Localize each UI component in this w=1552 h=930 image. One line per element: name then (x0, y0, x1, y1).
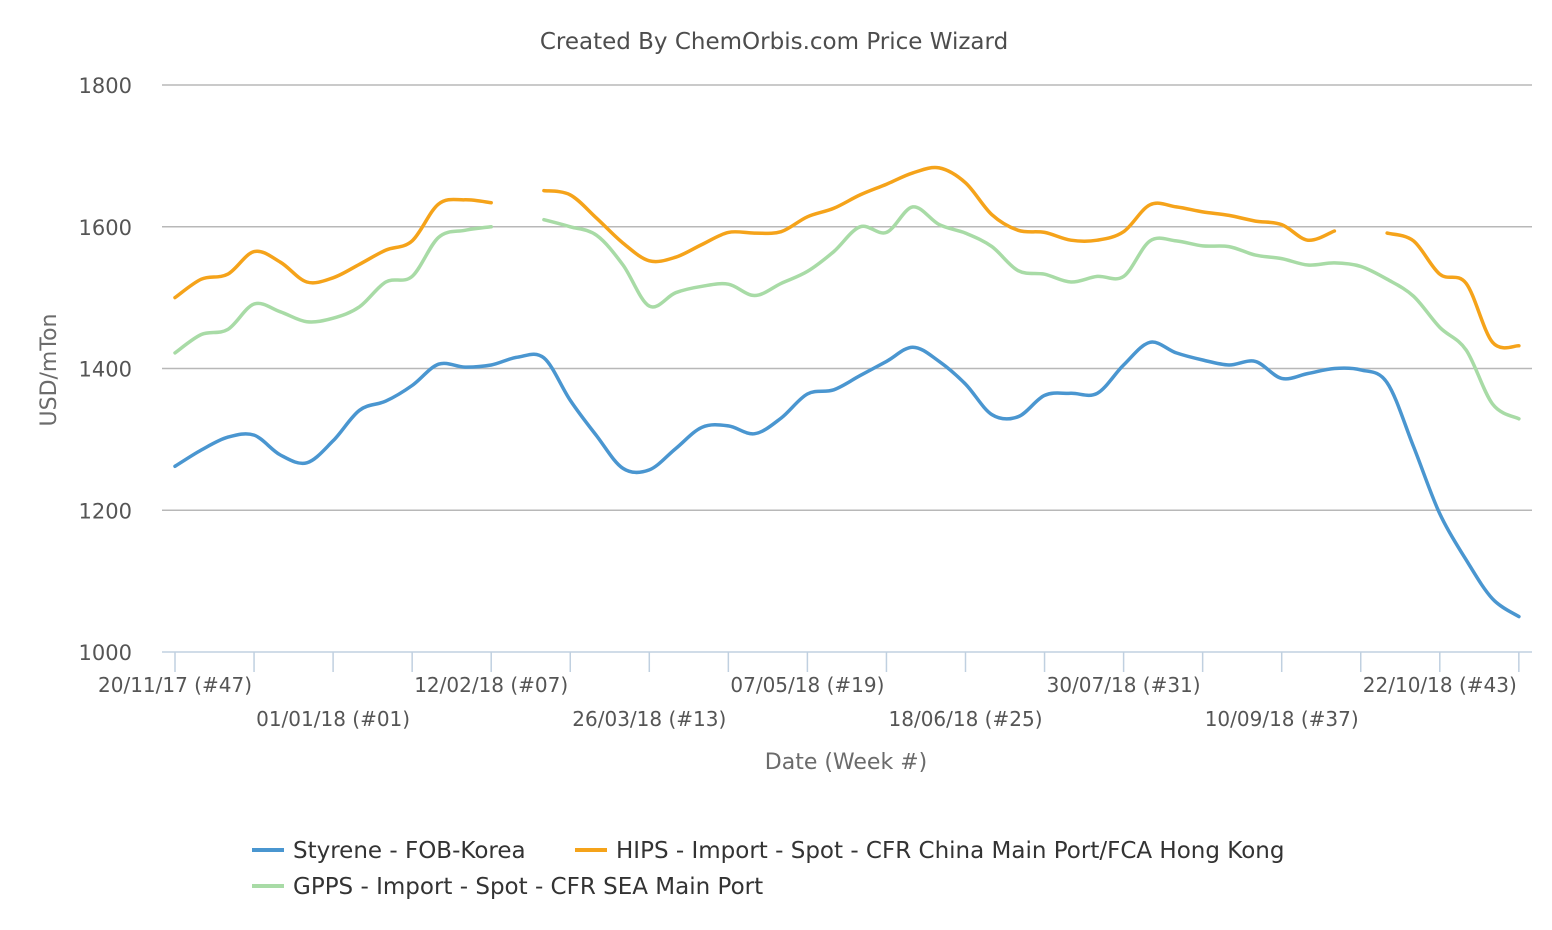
x-tick-label: 12/02/18 (#07) (414, 673, 568, 697)
x-tick-label: 30/07/18 (#31) (1047, 673, 1201, 697)
series-line-1[interactable] (173, 340, 1521, 619)
chart-title: Created By ChemOrbis.com Price Wizard (540, 29, 1008, 55)
legend-item[interactable]: Styrene - FOB-Korea (252, 838, 526, 864)
legend-label: HIPS - Import - Spot - CFR China Main Po… (616, 838, 1284, 864)
x-tick-label: 20/11/17 (#47) (98, 673, 252, 697)
x-axis: 20/11/17 (#47)01/01/18 (#01)12/02/18 (#0… (98, 651, 1532, 731)
x-tick-label: 22/10/18 (#43) (1363, 673, 1517, 697)
y-tick-label: 1400 (79, 358, 132, 382)
x-tick-label: 10/09/18 (#37) (1205, 707, 1359, 731)
y-tick-label: 1000 (79, 641, 132, 665)
gridlines (162, 84, 1532, 511)
y-tick-label: 1200 (79, 499, 132, 523)
legend-label: Styrene - FOB-Korea (293, 838, 526, 864)
y-axis-ticks: 1000 1200 1400 1600 1800 (79, 74, 132, 665)
x-tick-label: 01/01/18 (#01) (256, 707, 410, 731)
series-line-3[interactable] (173, 225, 493, 355)
legend-item[interactable]: HIPS - Import - Spot - CFR China Main Po… (575, 838, 1284, 864)
series-line-3[interactable] (542, 205, 1521, 421)
x-tick-label: 18/06/18 (#25) (889, 707, 1043, 731)
legend-label: GPPS - Import - Spot - CFR SEA Main Port (293, 874, 763, 900)
series-line-2[interactable] (542, 165, 1337, 264)
legend-item[interactable]: GPPS - Import - Spot - CFR SEA Main Port (252, 874, 763, 900)
legend: Styrene - FOB-Korea HIPS - Import - Spot … (252, 838, 1284, 900)
series-line-2[interactable] (173, 197, 493, 300)
x-tick-label: 26/03/18 (#13) (572, 707, 726, 731)
y-axis-label: USD/mTon (37, 314, 62, 427)
x-axis-label: Date (Week #) (765, 750, 927, 775)
y-tick-label: 1600 (79, 216, 132, 240)
y-tick-label: 1800 (79, 74, 132, 98)
series-line-2[interactable] (1385, 231, 1521, 350)
series-lines (173, 165, 1521, 619)
x-tick-label: 07/05/18 (#19) (730, 673, 884, 697)
